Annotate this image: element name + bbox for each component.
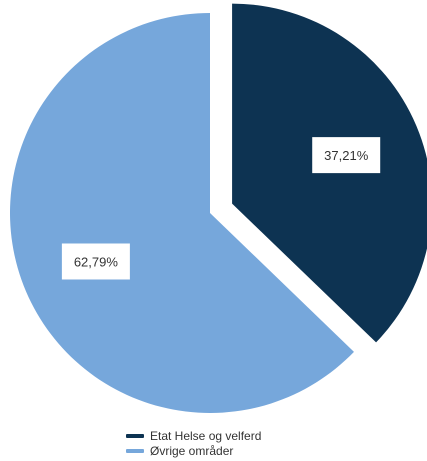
slice-labels: 37,21% 62,79%	[61, 137, 381, 280]
slice-label-box-0	[312, 137, 381, 174]
slice-label-0: 37,21%	[312, 137, 381, 174]
slice-label-1: 62,79%	[61, 243, 130, 280]
pie-slices	[9, 3, 427, 414]
legend-label-ovrige: Øvrige områder	[150, 443, 234, 458]
legend-label-etat-helse: Etat Helse og velferd	[150, 428, 262, 443]
legend-item-ovrige[interactable]: Øvrige områder	[126, 443, 261, 458]
chart-legend: Etat Helse og velferd Øvrige områder	[126, 428, 261, 458]
slice-label-box-1	[61, 243, 130, 280]
slice-label-text-1: 62,79%	[74, 254, 119, 269]
legend-swatch-etat-helse	[126, 433, 144, 438]
legend-swatch-ovrige	[126, 448, 144, 453]
pie-slice-1[interactable]	[9, 13, 354, 414]
legend-item-etat-helse[interactable]: Etat Helse og velferd	[126, 428, 261, 443]
slice-label-text-0: 37,21%	[324, 148, 369, 163]
